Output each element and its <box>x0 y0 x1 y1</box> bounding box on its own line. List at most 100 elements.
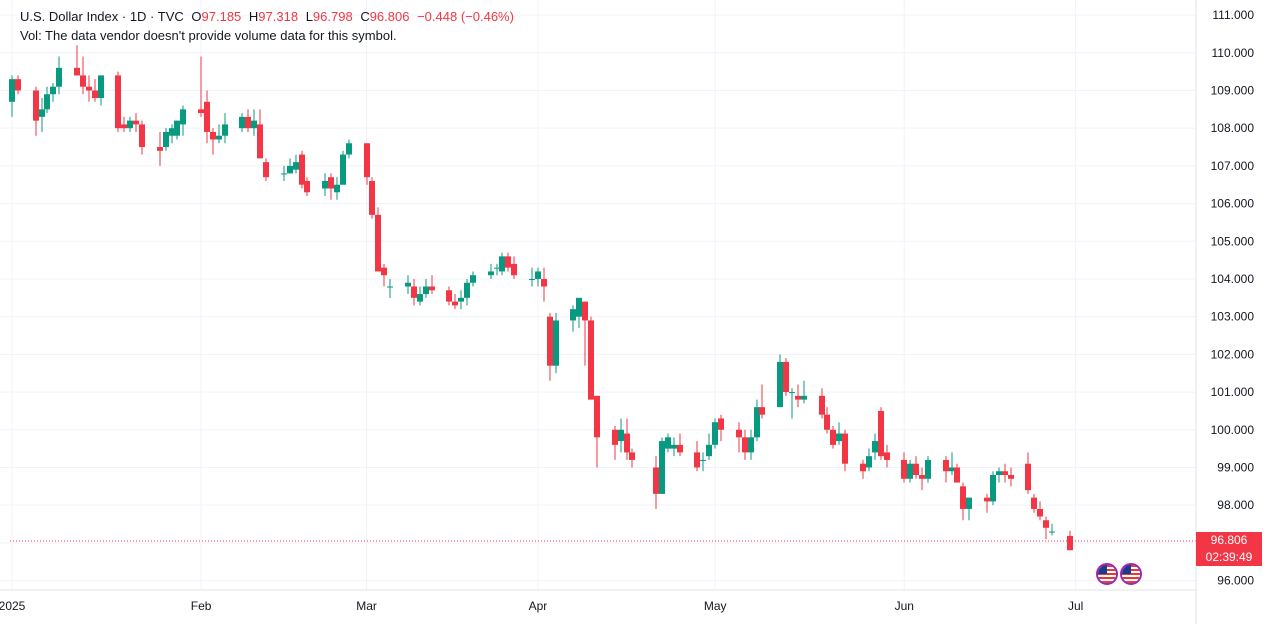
candle <box>222 113 228 144</box>
candle-body <box>618 429 624 442</box>
high-value: 97.318 <box>258 9 299 24</box>
candle <box>706 433 712 460</box>
candle <box>1025 452 1031 494</box>
candle-body <box>547 316 553 366</box>
candle <box>884 444 890 468</box>
candle <box>304 177 310 197</box>
candle <box>293 154 299 174</box>
open-value: 97.185 <box>201 9 242 24</box>
us-flag-icon[interactable] <box>1120 563 1142 585</box>
candle <box>80 56 86 95</box>
candle-body <box>824 414 830 430</box>
candle-body <box>1049 531 1055 533</box>
candle-body <box>954 467 960 483</box>
candle <box>198 56 204 117</box>
symbol-label[interactable]: U.S. Dollar Index · 1D · TVC <box>20 9 184 24</box>
candle <box>1037 501 1043 521</box>
candle <box>328 173 334 200</box>
candle <box>943 456 949 483</box>
y-tick-label: 110.000 <box>1212 46 1255 60</box>
us-flag-icon[interactable] <box>1096 563 1118 585</box>
candle <box>960 482 966 521</box>
candle <box>582 301 588 366</box>
candle-body <box>624 433 630 453</box>
candle-body <box>127 120 133 129</box>
time-axis: 2025 Feb Mar Apr May Jun Jul <box>0 599 1083 613</box>
candle-body <box>505 256 511 268</box>
candle-body <box>15 79 21 91</box>
candle-body <box>783 361 789 393</box>
candle <box>33 86 39 136</box>
candle-body <box>364 143 370 178</box>
candle <box>511 256 517 279</box>
candle-body <box>281 173 287 175</box>
bar-countdown: 02:39:49 <box>1205 550 1253 564</box>
candle-body <box>169 128 175 136</box>
candle-body <box>529 278 535 280</box>
x-tick-label: Feb <box>191 599 212 613</box>
candle-body <box>222 124 228 136</box>
candle-body <box>375 214 381 272</box>
candle-body <box>541 278 547 287</box>
candle <box>629 448 635 468</box>
candle <box>736 422 742 453</box>
candle-body <box>369 180 375 215</box>
candle <box>996 467 1002 483</box>
candle <box>334 177 340 200</box>
candle-body <box>304 180 310 193</box>
candle-body <box>56 67 62 87</box>
low-value: 96.798 <box>312 9 353 24</box>
y-tick-label: 99.000 <box>1217 460 1254 474</box>
candle-body <box>1067 535 1073 551</box>
candle <box>665 433 671 453</box>
candle-body <box>754 407 760 438</box>
candle-body <box>92 90 98 99</box>
candle-body <box>115 75 121 129</box>
candle <box>529 267 535 287</box>
candle-body <box>299 154 305 185</box>
candle-body <box>659 441 665 494</box>
candle-body <box>216 135 222 140</box>
candle <box>777 354 783 408</box>
candle <box>452 294 458 310</box>
candle <box>718 414 724 442</box>
candle <box>819 388 825 419</box>
candle-body <box>984 497 990 502</box>
candle <box>1049 524 1055 536</box>
candle-body <box>74 67 80 76</box>
candle-body <box>499 256 505 272</box>
candle <box>405 275 411 295</box>
candle <box>677 433 683 457</box>
candle <box>742 429 748 460</box>
candle <box>98 75 104 106</box>
candle-body <box>700 459 706 461</box>
candle-body <box>795 395 801 400</box>
candle <box>251 109 257 136</box>
candle <box>1008 467 1014 487</box>
candle <box>878 407 884 460</box>
candle <box>494 263 500 276</box>
y-tick-label: 106.000 <box>1211 197 1255 211</box>
candle <box>1031 493 1037 513</box>
candle-body <box>966 497 972 509</box>
candle-body <box>842 433 848 464</box>
candle-body <box>960 486 966 509</box>
candle-body <box>174 120 180 136</box>
y-tick-label: 101.000 <box>1211 385 1255 399</box>
candle-body <box>866 456 872 468</box>
y-tick-label: 96.000 <box>1217 574 1254 588</box>
candle-body <box>872 441 878 453</box>
candle <box>860 459 866 479</box>
candle-body <box>121 124 127 129</box>
candle <box>535 267 541 287</box>
candle <box>375 207 381 272</box>
candle-body <box>884 452 890 460</box>
candle <box>157 131 163 166</box>
candle <box>824 407 830 434</box>
candle-body <box>588 320 594 400</box>
y-tick-label: 100.000 <box>1211 423 1255 437</box>
candle <box>966 497 972 521</box>
x-tick-label: Jul <box>1068 599 1083 613</box>
candle-body <box>949 467 955 472</box>
